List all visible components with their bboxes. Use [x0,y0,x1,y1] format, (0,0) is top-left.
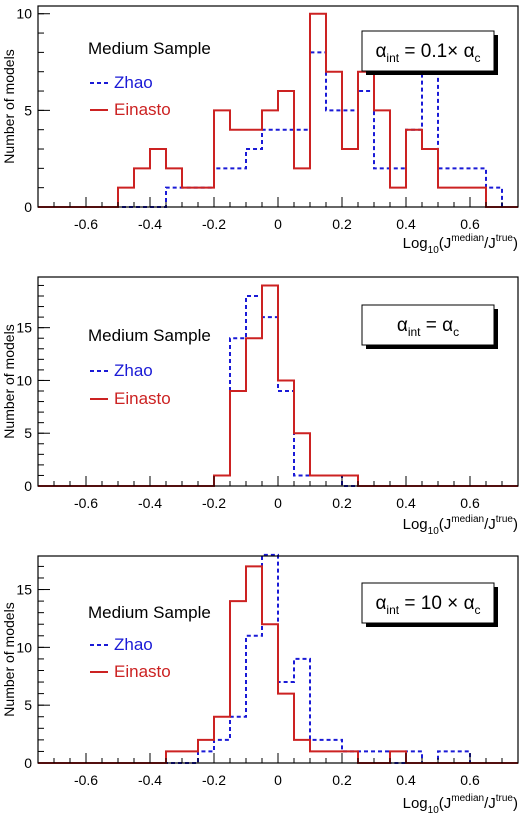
x-tick-label: 0.6 [460,772,480,788]
y-tick-label: 10 [16,639,32,655]
x-tick-label: -0.2 [202,772,226,788]
x-tick-label: -0.4 [138,772,162,788]
legend-zhao-label: Zhao [114,635,153,654]
x-tick-label: -0.2 [202,216,226,232]
y-tick-label: 5 [24,102,32,118]
y-tick-label: 10 [16,372,32,388]
y-tick-label: 0 [24,478,32,494]
x-tick-label: 0.6 [460,495,480,511]
legend-zhao-label: Zhao [114,361,153,380]
x-tick-label: 0.4 [396,495,416,511]
y-tick-label: 0 [24,755,32,771]
x-tick-label: 0.4 [396,772,416,788]
chart-panel-3: -0.6 -0.4 -0.2 0 0.2 0.4 0.6 0 5 10 15 Number of mo… [1,553,519,816]
histogram-einasto-line [38,12,518,208]
alpha-box [361,30,495,72]
y-axis-label: Number of models [1,602,17,716]
x-tick-label: -0.4 [138,495,162,511]
y-tick-label: 10 [16,6,32,22]
x-tick-label: -0.6 [74,495,98,511]
y-tick-label: 15 [16,582,32,598]
x-tick-label: 0.2 [332,772,352,788]
y-axis-label: Number of models [1,324,17,438]
alpha-relation-label: αint = 10 × αc [375,593,480,617]
x-axis-label: Log10(Jmedian/Jtrue) [403,793,518,816]
legend-einasto-label: Einasto [114,662,171,681]
alpha-box [361,582,495,624]
sample-label: Medium Sample [88,603,211,622]
alpha-box [361,304,495,346]
legend-einasto-label: Einasto [114,389,171,408]
sample-label: Medium Sample [88,39,211,58]
x-tick-label: -0.2 [202,495,226,511]
x-tick-label: -0.6 [74,216,98,232]
sample-label: Medium Sample [88,326,211,345]
x-tick-label: 0.2 [332,495,352,511]
x-tick-label: -0.6 [74,772,98,788]
y-tick-label: 15 [16,320,32,336]
legend-einasto-label: Einasto [114,100,171,119]
x-tick-label: -0.4 [138,216,162,232]
y-tick-label: 0 [24,199,32,215]
y-axis-label: Number of models [1,49,17,163]
alpha-relation-label: αint = αc [397,315,459,339]
x-tick-label: 0.6 [460,216,480,232]
x-tick-label: 0.4 [396,216,416,232]
histogram-zhao-line [38,51,518,208]
x-tick-label: 0.2 [332,216,352,232]
x-tick-label: 0 [274,495,282,511]
x-axis-label: Log10(Jmedian/Jtrue) [403,233,518,256]
y-tick-label: 5 [24,697,32,713]
x-tick-label: 0 [274,216,282,232]
x-axis-label: Log10(Jmedian/Jtrue) [403,514,518,537]
legend-zhao-label: Zhao [114,73,153,92]
histogram-zhao-line [38,553,518,764]
y-tick-label: 5 [24,425,32,441]
chart-panel-1: -0.6 -0.4 -0.2 0 0.2 0.4 0.6 0 5 10 Number of mode… [1,5,519,256]
alpha-relation-label: αint = 0.1× αc [375,41,480,65]
x-tick-label: 0 [274,772,282,788]
